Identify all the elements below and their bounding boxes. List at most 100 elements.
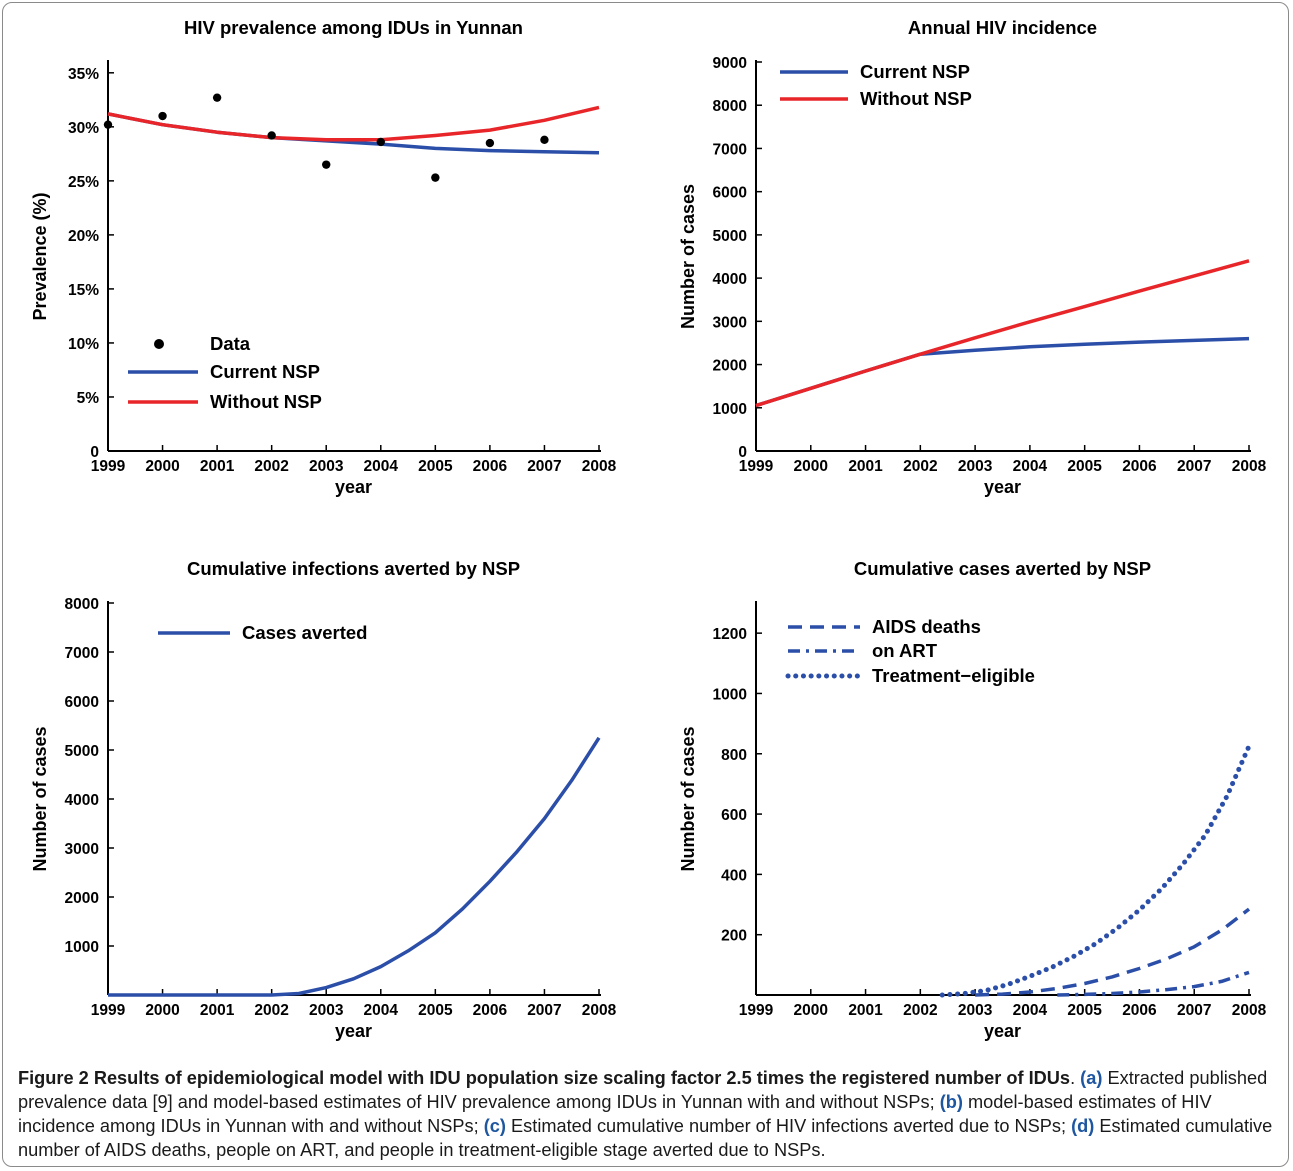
legend-label: Data xyxy=(210,333,251,354)
y-tick-label: 1200 xyxy=(713,626,747,643)
y-tick-label: 1000 xyxy=(713,401,747,418)
legend-label: Current NSP xyxy=(860,61,970,82)
x-tick-label: 2006 xyxy=(473,458,508,475)
x-axis-label: year xyxy=(335,477,372,497)
x-tick-label: 2004 xyxy=(1013,458,1048,475)
x-tick-label: 2001 xyxy=(200,458,235,475)
data-point xyxy=(431,173,440,182)
x-tick-label: 2002 xyxy=(254,458,288,475)
y-tick-label: 5000 xyxy=(65,743,99,760)
y-tick-label: 1000 xyxy=(65,939,99,956)
legend-label: Treatment−eligible xyxy=(872,665,1035,686)
x-tick-label: 2004 xyxy=(1013,1002,1048,1019)
caption-a-text: Extracted published prevalence data [9] … xyxy=(18,1068,1268,1112)
x-tick-label: 2001 xyxy=(848,458,883,475)
x-tick-label: 1999 xyxy=(91,1002,126,1019)
x-tick-label: 2004 xyxy=(364,458,399,475)
y-tick-label: 6000 xyxy=(713,185,747,202)
x-tick-label: 2006 xyxy=(1122,458,1157,475)
y-tick-label: 5% xyxy=(77,390,100,407)
x-tick-label: 1999 xyxy=(739,458,774,475)
figure-charts: HIV prevalence among IDUs in Yunnan 1999 2… xyxy=(30,17,1267,1041)
x-tick-label: 2003 xyxy=(958,1002,993,1019)
y-tick-label: 4000 xyxy=(713,271,747,288)
caption-d-label: (d) xyxy=(1071,1116,1095,1136)
y-tick-label: 15% xyxy=(68,282,99,299)
x-tick-label: 2007 xyxy=(527,1002,561,1019)
series-line xyxy=(107,105,600,142)
y-tick-label: 7000 xyxy=(713,141,747,158)
y-tick-label: 35% xyxy=(68,66,99,83)
x-tick-label: 2007 xyxy=(1177,458,1211,475)
data-point xyxy=(540,135,549,144)
y-tick-label: 20% xyxy=(68,228,99,245)
x-tick-label: 2006 xyxy=(1122,1002,1157,1019)
chart-title: HIV prevalence among IDUs in Yunnan xyxy=(184,17,523,38)
x-tick-label: 2005 xyxy=(1067,458,1102,475)
y-tick-label: 2000 xyxy=(65,890,99,907)
y-tick-label: 3000 xyxy=(713,314,747,331)
x-tick-label: 2001 xyxy=(848,1002,883,1019)
data-point xyxy=(267,131,276,140)
legend-label: Without NSP xyxy=(860,88,972,109)
series-line xyxy=(1057,970,1250,997)
data-point xyxy=(322,160,331,169)
panel-1: HIV prevalence among IDUs in Yunnan 1999 2… xyxy=(30,17,617,497)
x-tick-label: 2004 xyxy=(364,1002,399,1019)
x-tick-label: 2008 xyxy=(1232,458,1267,475)
caption-figure-label: Figure 2 xyxy=(18,1068,89,1088)
x-axis-label: year xyxy=(984,1021,1021,1041)
chart-title: Cumulative cases averted by NSP xyxy=(854,558,1151,579)
legend-marker xyxy=(154,339,164,349)
x-axis-label: year xyxy=(335,1021,372,1041)
y-tick-label: 200 xyxy=(721,928,747,945)
legend-label: on ART xyxy=(872,640,938,661)
series-line xyxy=(108,736,601,997)
series-line xyxy=(107,112,600,155)
y-tick-label: 3000 xyxy=(65,841,99,858)
y-axis-label: Number of cases xyxy=(678,184,698,329)
y-tick-label: 600 xyxy=(721,807,747,824)
y-tick-label: 400 xyxy=(721,867,747,884)
y-tick-label: 800 xyxy=(721,747,747,764)
data-point xyxy=(212,93,222,102)
y-tick-label: 9000 xyxy=(713,55,747,72)
x-tick-label: 1999 xyxy=(91,458,126,475)
panel-4: Cumulative cases averted by NSP 1999 2000 2… xyxy=(678,558,1267,1041)
figure-caption: Figure 2 Results of epidemiological mode… xyxy=(18,1068,1273,1160)
y-tick-label: 2000 xyxy=(713,358,747,375)
y-tick-label: 5000 xyxy=(713,228,747,245)
x-tick-label: 2007 xyxy=(527,458,561,475)
x-tick-label: 2002 xyxy=(903,1002,937,1019)
x-tick-label: 2001 xyxy=(200,1002,235,1019)
series-line xyxy=(975,907,1251,997)
y-tick-label: 1000 xyxy=(713,686,747,703)
data-point xyxy=(376,137,385,147)
legend-label: Without NSP xyxy=(210,391,322,412)
series-line xyxy=(755,259,1250,408)
series-line xyxy=(755,336,1250,408)
y-axis-label: Prevalence (%) xyxy=(30,192,50,320)
y-axis-label: Number of cases xyxy=(678,726,698,871)
x-tick-label: 2000 xyxy=(794,1002,828,1019)
y-axis-label: Number of cases xyxy=(30,726,50,871)
x-axis-label: year xyxy=(984,477,1021,497)
x-tick-label: 2005 xyxy=(1067,1002,1102,1019)
panel-2: Annual HIV incidence 1999 2000 2001 2002 2003… xyxy=(678,17,1267,497)
y-tick-label: 8000 xyxy=(713,98,747,115)
x-tick-label: 2008 xyxy=(1232,1002,1267,1019)
x-tick-label: 2003 xyxy=(958,458,993,475)
x-tick-label: 2000 xyxy=(145,1002,179,1019)
x-tick-label: 2008 xyxy=(582,1002,617,1019)
data-point xyxy=(158,111,167,121)
x-tick-label: 2002 xyxy=(254,1002,288,1019)
data-point xyxy=(485,138,495,148)
y-tick-label: 7000 xyxy=(65,645,99,662)
x-tick-label: 2002 xyxy=(903,458,937,475)
data-point xyxy=(103,120,113,129)
x-tick-label: 2003 xyxy=(309,458,344,475)
x-tick-label: 2008 xyxy=(582,458,617,475)
legend-label: Cases averted xyxy=(242,622,367,643)
caption-c-label: (c) xyxy=(483,1116,506,1136)
